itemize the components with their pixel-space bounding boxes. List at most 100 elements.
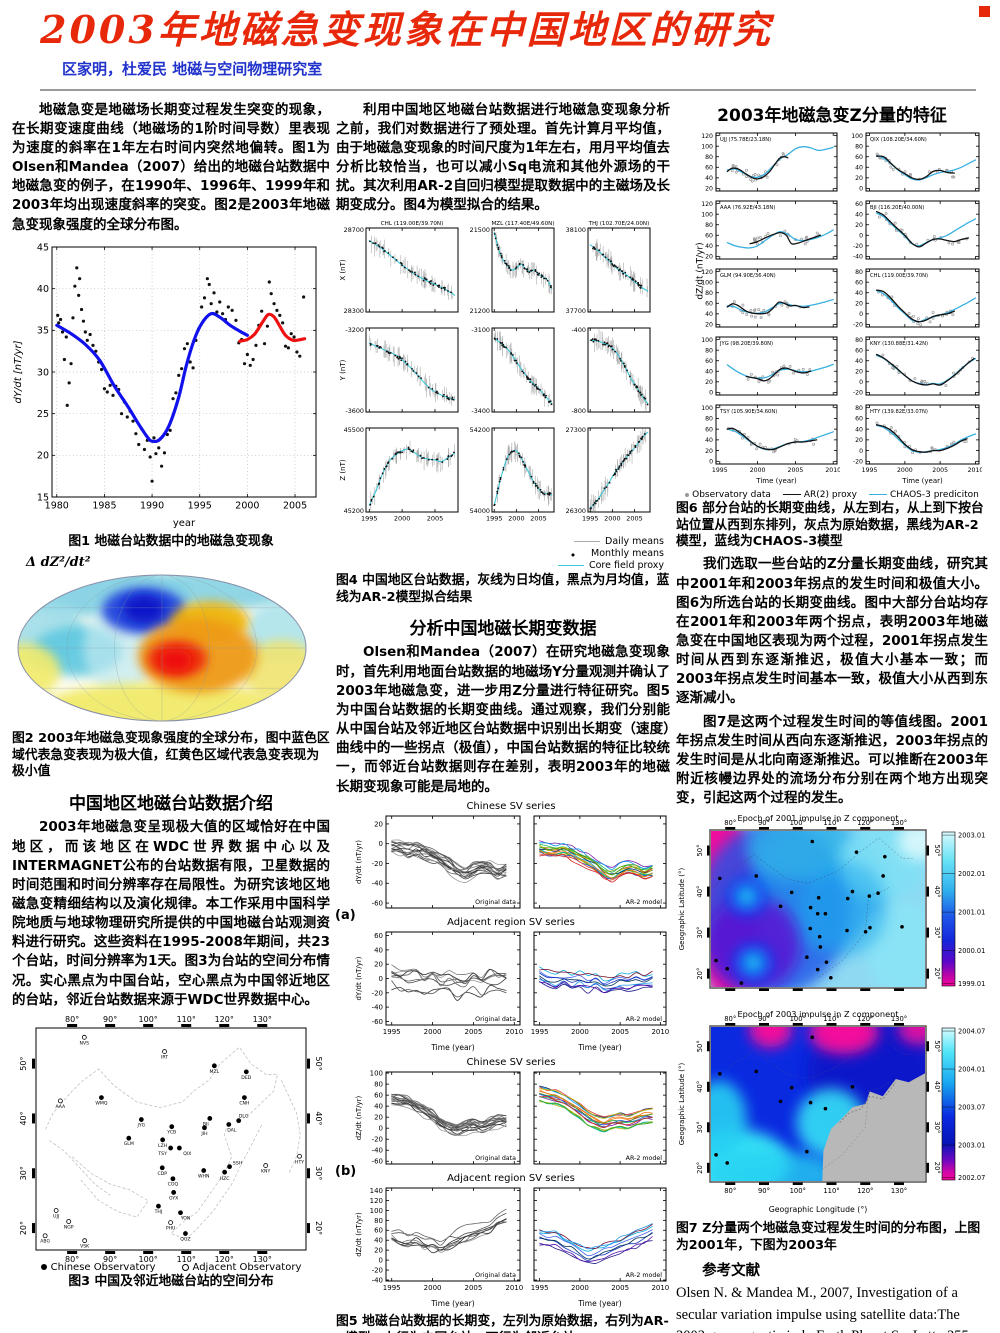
- stations-paragraph: 2003年地磁急变呈现极大值的区域恰好在中国地区，而该地区在WDC世界数据中心以…: [12, 819, 330, 1008]
- svg-text:110°: 110°: [177, 1255, 196, 1264]
- svg-text:60: 60: [705, 358, 713, 365]
- blue-line-icon: [869, 494, 888, 496]
- svg-text:20°: 20°: [933, 968, 941, 980]
- svg-text:40°: 40°: [314, 1111, 323, 1125]
- svg-text:20: 20: [855, 368, 863, 375]
- svg-text:2005: 2005: [465, 1284, 483, 1292]
- svg-text:-20: -20: [853, 389, 863, 396]
- svg-text:1995: 1995: [188, 500, 212, 511]
- figure1-caption: 图1 地磁台站数据中的地磁急变现象: [68, 533, 274, 549]
- svg-text:2005: 2005: [611, 1284, 629, 1292]
- svg-text:2000: 2000: [424, 1284, 442, 1292]
- figure3-caption: 图3 中国及邻近地磁台站的空间分布: [68, 1273, 274, 1289]
- svg-text:40: 40: [374, 1236, 383, 1244]
- svg-text:60: 60: [374, 932, 383, 940]
- left-column: 地磁急变是地磁场长期变过程发生突变的现象，在长期变速度曲线（地磁场的1阶时间导数…: [12, 99, 330, 1333]
- svg-text:60: 60: [374, 1091, 383, 1099]
- svg-text:120: 120: [370, 1197, 383, 1205]
- svg-text:110°: 110°: [177, 1015, 196, 1024]
- svg-text:120°: 120°: [215, 1255, 234, 1264]
- svg-text:2005: 2005: [626, 514, 643, 522]
- svg-text:100°: 100°: [790, 819, 806, 827]
- svg-text:40: 40: [705, 368, 713, 375]
- svg-text:CDP: CDP: [157, 1171, 167, 1177]
- svg-text:0: 0: [709, 389, 713, 396]
- legend-chaos: CHAOS-3 prediciton: [869, 490, 979, 500]
- svg-text:2000: 2000: [897, 467, 913, 474]
- svg-text:20: 20: [705, 321, 713, 328]
- svg-text:WHN: WHN: [198, 1173, 209, 1179]
- svg-text:KNY: KNY: [261, 1168, 270, 1174]
- svg-text:1995: 1995: [486, 514, 503, 522]
- svg-text:140: 140: [370, 1187, 383, 1195]
- svg-text:Time (year): Time (year): [901, 477, 943, 485]
- svg-text:Time (year): Time (year): [430, 1043, 474, 1052]
- svg-text:60: 60: [705, 300, 713, 307]
- svg-text:-20: -20: [853, 243, 863, 250]
- svg-text:20°: 20°: [314, 1221, 323, 1235]
- svg-text:0: 0: [859, 232, 863, 239]
- figure3-map: 80° 80° 90° 90° 100° 100° 110° 110° 120° 120° 130°…: [12, 1014, 330, 1268]
- svg-text:0: 0: [859, 185, 863, 192]
- svg-text:28300: 28300: [344, 307, 364, 315]
- svg-text:40°: 40°: [19, 1111, 28, 1125]
- svg-text:100: 100: [701, 211, 713, 218]
- svg-text:30°: 30°: [696, 927, 704, 939]
- svg-text:2004.07: 2004.07: [958, 1028, 985, 1036]
- svg-text:80: 80: [705, 222, 713, 229]
- svg-text:2000: 2000: [508, 514, 525, 522]
- svg-text:80: 80: [855, 268, 863, 275]
- svg-text:20: 20: [705, 185, 713, 192]
- svg-text:130°: 130°: [253, 1255, 272, 1264]
- figure6-caption: 图6 部分台站的长期变曲线，从左到右，从上到下按台站位置从西到东排列，灰点为原始…: [676, 500, 984, 550]
- header-divider: [40, 88, 976, 91]
- svg-text:AR-2 model: AR-2 model: [626, 1272, 663, 1279]
- svg-text:20: 20: [705, 447, 713, 454]
- legend-monthly: • Monthly means: [569, 547, 664, 563]
- svg-text:Time (year): Time (year): [755, 477, 797, 485]
- figure6-ylabel: dZ/dt (nT/yr): [695, 242, 706, 301]
- svg-text:20°: 20°: [933, 1162, 941, 1174]
- svg-text:20: 20: [705, 379, 713, 386]
- svg-text:2005: 2005: [283, 500, 307, 511]
- svg-text:80: 80: [855, 405, 863, 412]
- svg-text:80: 80: [705, 347, 713, 354]
- svg-text:120: 120: [701, 132, 713, 139]
- svg-text:2000: 2000: [394, 514, 411, 522]
- svg-text:JYG: JYG: [136, 1122, 145, 1128]
- svg-text:AAA: AAA: [55, 1104, 66, 1110]
- svg-text:YCB: YCB: [166, 1130, 176, 1136]
- svg-text:20: 20: [705, 253, 713, 260]
- legend-chinese-label: Chinese Observatory: [50, 1261, 156, 1273]
- svg-text:100°: 100°: [139, 1255, 158, 1264]
- svg-text:-20: -20: [372, 989, 383, 997]
- svg-text:50°: 50°: [314, 1056, 323, 1070]
- svg-text:ABG: ABG: [40, 1239, 50, 1245]
- svg-text:50°: 50°: [696, 1041, 704, 1053]
- svg-text:-3100: -3100: [471, 326, 490, 334]
- svg-text:0: 0: [709, 458, 713, 465]
- svg-text:DLG: DLG: [239, 1114, 249, 1120]
- svg-text:1985: 1985: [92, 500, 116, 511]
- svg-text:GYX: GYX: [169, 1195, 178, 1201]
- svg-text:-20: -20: [853, 321, 863, 328]
- svg-text:20°: 20°: [19, 1221, 28, 1235]
- svg-text:Y (nT): Y (nT): [339, 359, 347, 381]
- svg-text:80: 80: [855, 143, 863, 150]
- figure4-legend: Daily means • Monthly means Core field pr…: [336, 536, 664, 571]
- svg-text:40°: 40°: [696, 1081, 704, 1093]
- svg-text:1995: 1995: [531, 1028, 549, 1036]
- svg-text:30: 30: [37, 367, 49, 378]
- svg-text:27300: 27300: [566, 426, 586, 434]
- svg-text:60: 60: [705, 164, 713, 171]
- svg-text:-40: -40: [372, 1276, 383, 1284]
- svg-text:Original data: Original data: [475, 1272, 516, 1279]
- svg-text:40: 40: [855, 211, 863, 218]
- svg-text:QIX: QIX: [183, 1151, 191, 1157]
- svg-text:90°: 90°: [758, 1187, 770, 1195]
- analysis-paragraph: Olsen和Mandea（2007）在研究地磁急变现象时，首先利用地面台站数据的…: [336, 644, 670, 795]
- svg-text:20°: 20°: [696, 1162, 704, 1174]
- svg-text:60: 60: [705, 426, 713, 433]
- svg-text:X (nT): X (nT): [339, 259, 347, 280]
- svg-text:CNH: CNH: [239, 1101, 249, 1107]
